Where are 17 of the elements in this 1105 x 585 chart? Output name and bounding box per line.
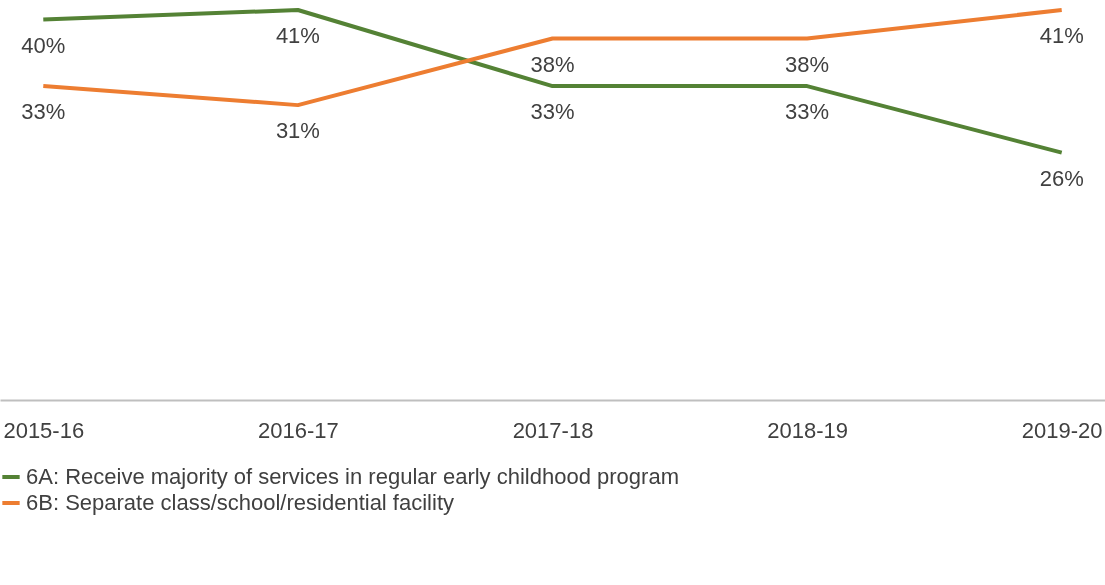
x-tick-label: 2019-20 <box>1021 417 1103 443</box>
data-label: 41% <box>1039 23 1084 48</box>
data-label: 31% <box>275 118 320 144</box>
data-label: 33% <box>530 99 575 125</box>
legend-label: 6A: Receive majority of services in regular early childhood program <box>26 464 679 489</box>
data-label: 41% <box>275 23 320 48</box>
x-tick-label: 2015-16 <box>3 417 85 443</box>
data-label: 40% <box>21 32 66 58</box>
x-tick-label: 2016-17 <box>258 417 339 443</box>
data-label: 33% <box>21 99 66 125</box>
data-label: 33% <box>785 99 830 125</box>
data-label: 38% <box>530 51 575 77</box>
x-tick-label: 2017-18 <box>512 417 594 443</box>
x-tick-label: 2018-19 <box>767 417 848 443</box>
legend-label: 6B: Separate class/school/residential facility <box>26 490 454 515</box>
data-label: 26% <box>1039 165 1084 191</box>
data-label: 38% <box>785 51 830 77</box>
